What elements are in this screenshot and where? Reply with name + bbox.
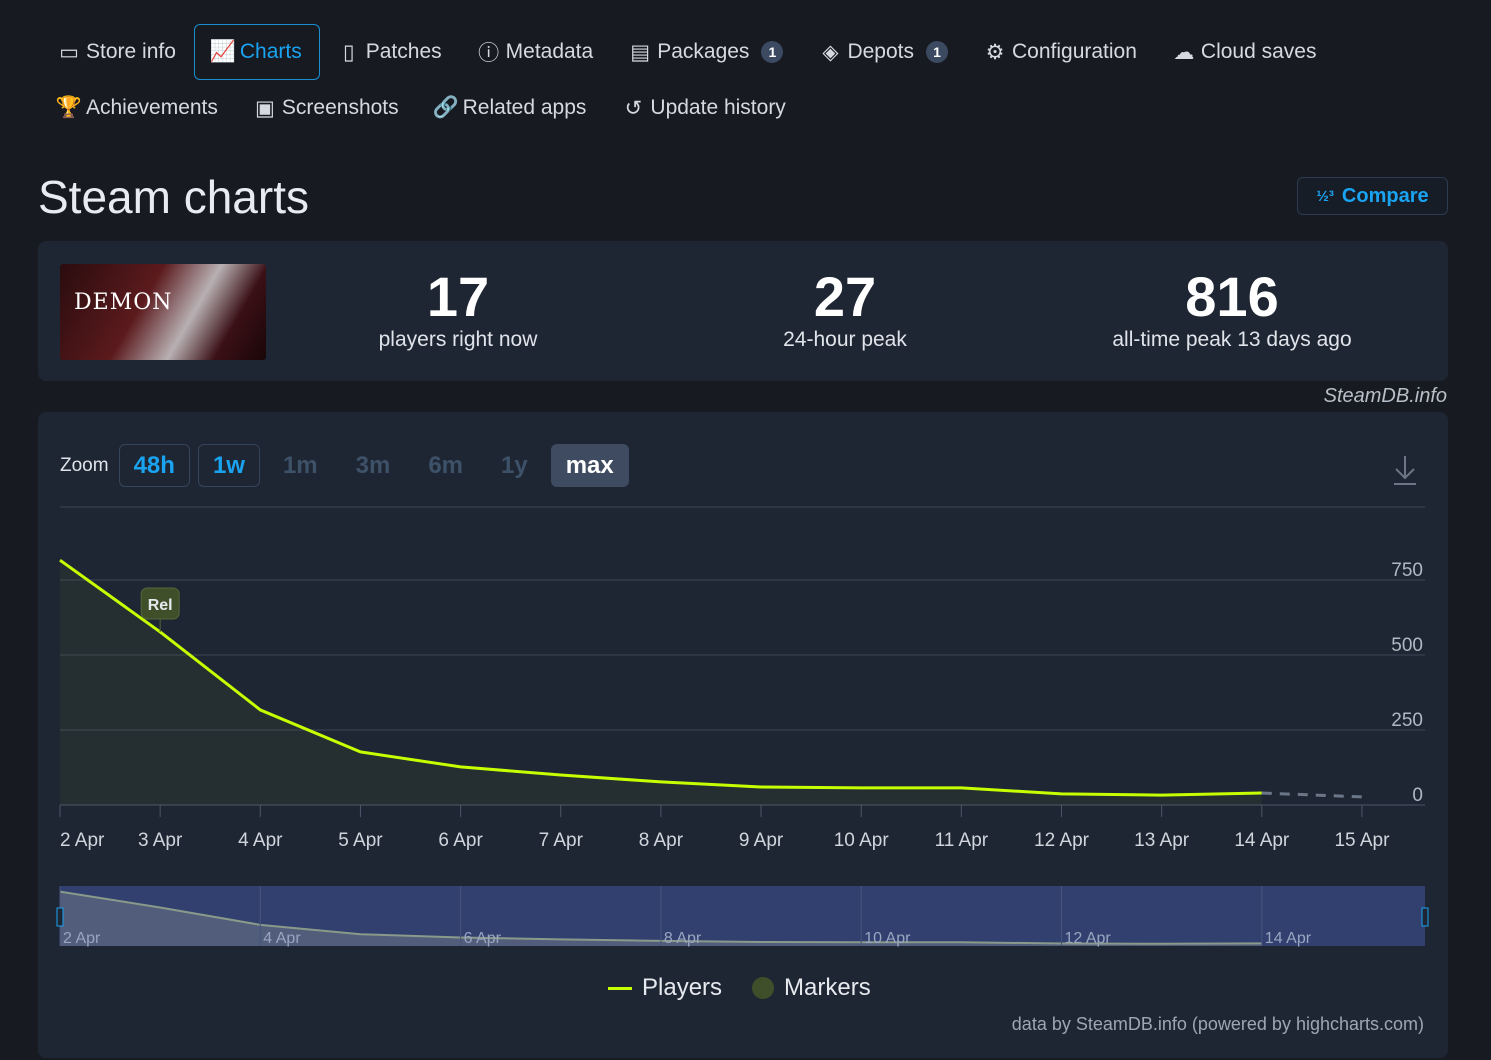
marker-dot-icon	[752, 977, 775, 999]
x-tick-label: 2 Apr	[60, 830, 105, 851]
tab-achievements[interactable]: 🏆 Achievements	[55, 96, 218, 119]
navigator-label: 12 Apr	[1065, 930, 1112, 947]
count-badge: 1	[761, 41, 784, 63]
navigator-area	[60, 891, 1262, 946]
x-tick-label: 14 Apr	[1234, 830, 1290, 851]
y-tick-label: 0	[1412, 785, 1423, 806]
app-nav: ▭ Store info 📈 Charts ▯ Patches ⓘ Metadata ▤ Pack…	[40, 24, 1440, 136]
page-title: Steam charts	[38, 171, 309, 223]
patches-icon: ▯	[342, 40, 355, 64]
tab-store-info[interactable]: ▭ Store info	[59, 40, 176, 64]
tab-metadata[interactable]: ⓘ Metadata	[478, 40, 594, 65]
x-tick-label: 5 Apr	[338, 830, 383, 851]
legend-markers[interactable]: Markers	[752, 974, 871, 1002]
stat-24h-peak: 27 24-hour peak	[783, 265, 907, 352]
chart-footer: data by SteamDB.info (powered by highcha…	[1011, 1014, 1424, 1034]
stat-current: 17 players right now	[378, 265, 538, 352]
x-tick-label: 6 Apr	[438, 830, 483, 851]
count-badge: 1	[925, 41, 948, 63]
nav-row-1: ▭ Store info 📈 Charts ▯ Patches ⓘ Metadata ▤ Pack…	[40, 24, 1440, 80]
legend-players[interactable]: Players	[608, 974, 722, 1002]
info-icon: ⓘ	[478, 42, 500, 65]
zoom-label: Zoom	[60, 454, 109, 476]
release-marker[interactable]: Rel	[140, 587, 180, 632]
y-tick-label: 750	[1391, 560, 1423, 581]
x-tick-label: 4 Apr	[238, 830, 283, 851]
zoom-controls: Zoom 48h 1w 1m 3m 6m 1y max	[60, 444, 629, 487]
navigator-label: 8 Apr	[664, 930, 702, 947]
tab-packages[interactable]: ▤ Packages 1	[611, 24, 801, 80]
navigator-label: 6 Apr	[464, 930, 502, 947]
x-tick-label: 7 Apr	[539, 830, 584, 851]
tab-depots[interactable]: ◈ Depots 1	[801, 24, 966, 80]
layers-icon: ◈	[822, 40, 839, 64]
x-tick-label: 13 Apr	[1134, 830, 1190, 851]
tab-configuration[interactable]: ⚙ Configuration	[985, 40, 1137, 64]
x-tick-label: 11 Apr	[935, 830, 989, 851]
x-tick-label: 8 Apr	[639, 830, 684, 851]
players-line-icon	[608, 986, 632, 990]
nav-row-2: 🏆 Achievements ▣ Screenshots 🔗 Related apps ↺ U…	[40, 80, 1440, 136]
navigator-window[interactable]	[60, 886, 1425, 946]
compare-button[interactable]: ½³ Compare	[1297, 177, 1448, 215]
x-tick-label: 12 Apr	[1034, 830, 1090, 851]
link-icon: 🔗	[432, 96, 459, 119]
tab-patches[interactable]: ▯ Patches	[320, 24, 460, 80]
steamdb-credit: SteamDB.info	[1323, 385, 1447, 407]
package-icon: ▤	[630, 40, 651, 64]
store-icon: ▭	[59, 40, 79, 64]
zoom-1w[interactable]: 1w	[197, 444, 260, 487]
chart-panel: Zoom 48h 1w 1m 3m 6m 1y max 0 250 500 750 2 Apr 3 Ap…	[38, 412, 1448, 1058]
tab-cloud-saves[interactable]: ☁ Cloud saves	[1173, 40, 1317, 64]
x-tick-label: 10 Apr	[834, 830, 890, 851]
chart-line-icon: 📈	[209, 40, 236, 63]
stat-all-time-peak: 816 all-time peak 13 days ago	[1112, 265, 1352, 352]
tab-update-history[interactable]: ↺ Update history	[604, 80, 803, 136]
compare-icon: ½³	[1316, 187, 1334, 205]
x-tick-label: 3 Apr	[138, 830, 183, 851]
tab-related-apps[interactable]: 🔗 Related apps	[432, 96, 587, 119]
chart-legend: Players Markers	[608, 974, 871, 1002]
download-icon[interactable]	[1392, 454, 1418, 491]
tab-charts[interactable]: 📈 Charts	[193, 24, 320, 80]
navigator-label: 10 Apr	[864, 930, 911, 947]
gear-icon: ⚙	[985, 40, 1005, 64]
players-line-projection	[1261, 791, 1363, 799]
trophy-icon: 🏆	[55, 96, 83, 119]
y-tick-label: 250	[1391, 710, 1423, 731]
image-icon: ▣	[254, 96, 275, 120]
cloud-icon: ☁	[1173, 40, 1195, 64]
x-tick-label: 9 Apr	[739, 830, 784, 851]
navigator-handle[interactable]	[56, 907, 64, 927]
navigator-label: 2 Apr	[63, 930, 101, 947]
stats-panel: DEMON 17 players right now 27 24-hour peak…	[38, 241, 1448, 381]
zoom-1y[interactable]: 1y	[501, 451, 528, 479]
svg-text:Rel: Rel	[148, 597, 173, 614]
zoom-max[interactable]: max	[550, 444, 629, 487]
zoom-3m[interactable]: 3m	[355, 451, 391, 479]
players-line	[59, 558, 1262, 797]
y-tick-label: 500	[1391, 635, 1423, 656]
players-chart[interactable]: 0 250 500 750 2 Apr 3 Apr 4 Apr 5 Apr 6 Apr 7 Apr…	[38, 412, 1448, 972]
navigator-label: 14 Apr	[1265, 930, 1312, 947]
game-cover-image[interactable]: DEMON	[60, 264, 266, 360]
zoom-1m[interactable]: 1m	[282, 451, 318, 479]
tab-screenshots[interactable]: ▣ Screenshots	[254, 96, 399, 120]
zoom-48h[interactable]: 48h	[118, 444, 190, 487]
history-icon: ↺	[624, 96, 643, 120]
navigator-handle[interactable]	[1421, 907, 1429, 927]
zoom-6m[interactable]: 6m	[428, 451, 464, 479]
navigator-label: 4 Apr	[263, 930, 301, 947]
x-tick-label: 15 Apr	[1334, 830, 1390, 851]
players-area	[60, 560, 1262, 805]
